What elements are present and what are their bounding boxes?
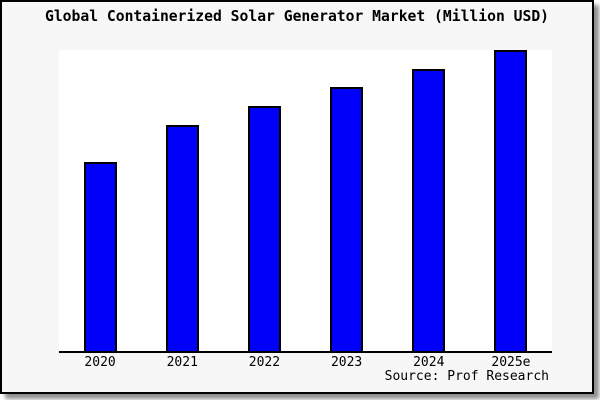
x-tick-label-2022: 2022 xyxy=(248,355,281,370)
bar-slot xyxy=(223,50,305,351)
bar-2021 xyxy=(165,125,199,351)
bar-slot xyxy=(470,50,552,351)
chart-frame: Global Containerized Solar Generator Mar… xyxy=(0,0,594,394)
bar-2022 xyxy=(247,106,281,351)
x-axis-labels: 2020 2021 2022 2023 2024 2025e xyxy=(59,356,552,370)
source-note: Source: Prof Research xyxy=(384,369,549,384)
chart-title: Global Containerized Solar Generator Mar… xyxy=(44,8,550,25)
bar-2023 xyxy=(330,87,364,351)
bar-2020 xyxy=(83,162,117,351)
bar-slot xyxy=(141,50,223,351)
x-tick-label-2024: 2024 xyxy=(413,355,445,370)
plot-area xyxy=(59,50,552,353)
x-tick-label-2021: 2021 xyxy=(166,355,198,370)
x-tick-label-2023: 2023 xyxy=(330,355,363,370)
bar-slot xyxy=(59,50,141,351)
bar-2025e xyxy=(494,50,528,351)
bar-slot xyxy=(306,50,388,351)
x-tick-label-2025e: 2025e xyxy=(491,355,531,370)
bar-slot xyxy=(388,50,470,351)
x-tick-label-2020: 2020 xyxy=(84,355,116,370)
bar-2024 xyxy=(412,69,446,351)
